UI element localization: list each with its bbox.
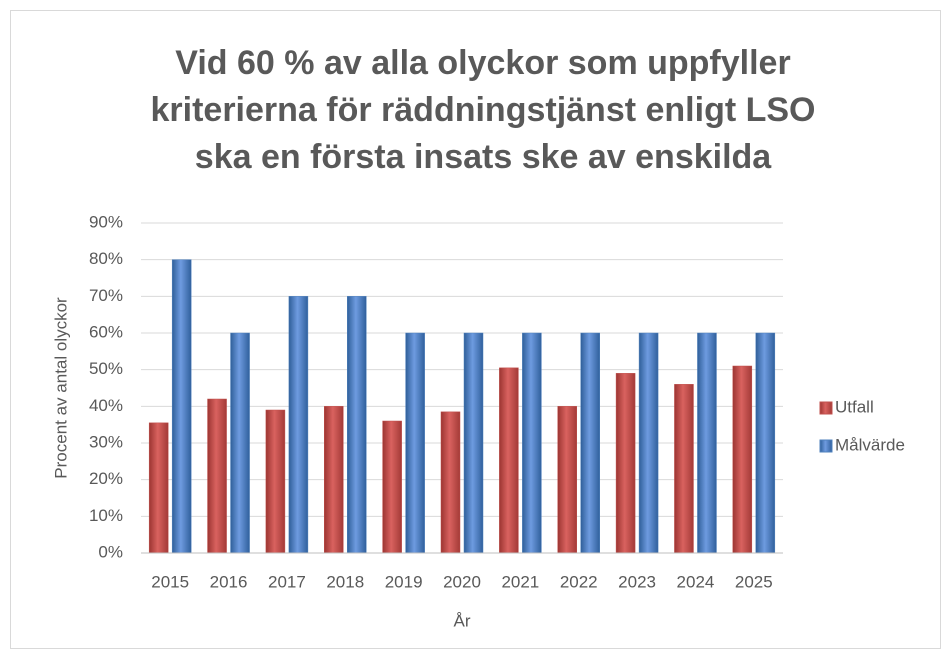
bar	[674, 384, 694, 554]
x-tick-label: 2024	[677, 572, 715, 591]
y-tick-label: 30%	[89, 432, 123, 451]
x-tick-label: 2025	[735, 572, 773, 591]
bar	[615, 373, 636, 554]
x-tick-label: 2015	[151, 572, 189, 591]
bar	[522, 332, 542, 554]
y-tick-label: 20%	[89, 469, 123, 488]
bar	[463, 332, 484, 554]
x-tick-label: 2018	[326, 572, 364, 591]
x-tick-label: 2023	[618, 572, 656, 591]
y-tick-label: 50%	[89, 359, 123, 378]
y-tick-label: 90%	[89, 212, 123, 231]
y-tick-label: 40%	[89, 396, 123, 415]
bar	[207, 398, 227, 554]
bar	[499, 367, 519, 554]
legend-swatch	[819, 439, 833, 453]
x-tick-label: 2016	[210, 572, 248, 591]
bar	[148, 422, 169, 554]
bar	[171, 259, 192, 554]
chart-title: Vid 60 % av alla olyckor som uppfyller k…	[150, 44, 816, 176]
x-tick-label: 2022	[560, 572, 598, 591]
legend-label: Målvärde	[835, 435, 905, 454]
bar	[557, 406, 577, 554]
y-tick-label: 70%	[89, 286, 123, 305]
bar	[697, 332, 717, 554]
bar	[440, 411, 461, 554]
x-axis-label: År	[454, 611, 471, 630]
chart-frame	[10, 10, 941, 649]
x-tick-label: 2019	[385, 572, 423, 591]
bar	[230, 332, 250, 554]
bar	[755, 332, 776, 554]
bar	[288, 296, 309, 554]
y-tick-label: 0%	[98, 542, 123, 561]
x-tick-label: 2020	[443, 572, 481, 591]
bar	[324, 406, 344, 554]
bar	[405, 332, 425, 554]
legend-swatch	[819, 401, 833, 415]
y-tick-label: 80%	[89, 249, 123, 268]
y-axis-label: Procent av antal olyckor	[51, 297, 70, 479]
y-tick-label: 10%	[89, 506, 123, 525]
bar	[732, 365, 753, 554]
x-tick-label: 2021	[501, 572, 539, 591]
y-tick-label: 60%	[89, 322, 123, 341]
legend-label: Utfall	[835, 397, 874, 416]
bar	[265, 409, 286, 554]
x-tick-label: 2017	[268, 572, 306, 591]
bar	[638, 332, 659, 554]
bar	[347, 296, 367, 554]
bar	[382, 420, 402, 554]
bar	[580, 332, 600, 554]
